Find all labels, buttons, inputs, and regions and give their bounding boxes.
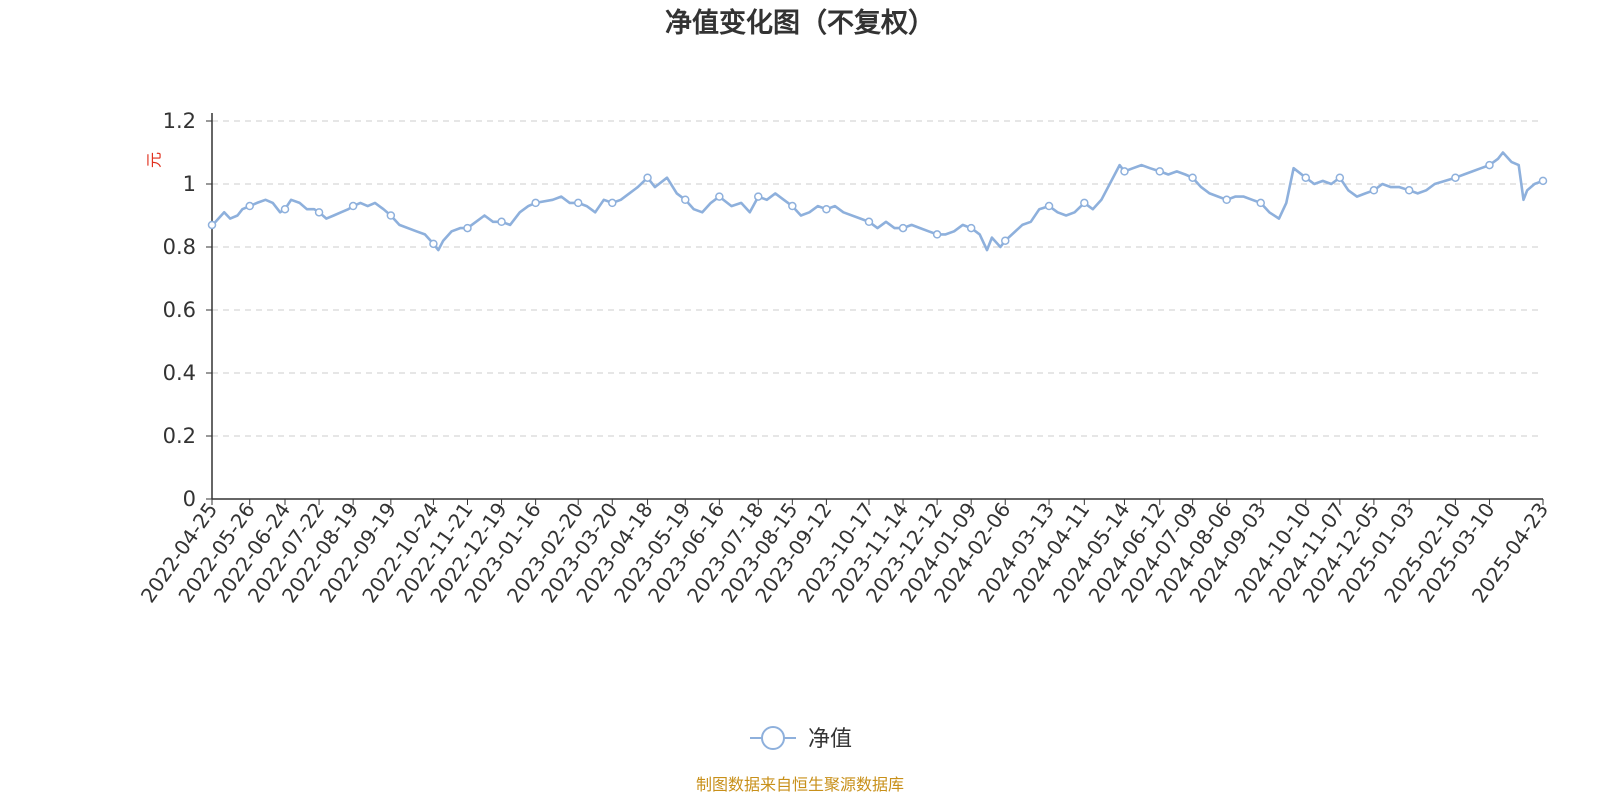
data-point-marker bbox=[966, 223, 976, 233]
data-point-marker bbox=[1222, 195, 1231, 204]
data-point-marker bbox=[1120, 167, 1129, 176]
data-point-marker bbox=[1404, 186, 1414, 195]
data-point-marker bbox=[681, 195, 690, 204]
data-point-marker bbox=[822, 204, 831, 214]
data-point-marker bbox=[314, 208, 324, 217]
legend-marker-symbol bbox=[761, 726, 785, 750]
data-point-marker bbox=[754, 192, 763, 201]
data-point-marker bbox=[864, 217, 874, 227]
data-point-marker bbox=[932, 230, 942, 239]
data-point-marker bbox=[1044, 201, 1054, 211]
data-point-marker bbox=[898, 223, 908, 233]
data-point-marker bbox=[386, 211, 396, 220]
y-tick-label: 0.6 bbox=[163, 298, 196, 322]
y-tick-label: 1 bbox=[183, 172, 196, 196]
data-point-marker bbox=[207, 220, 217, 230]
series-nav bbox=[207, 151, 1548, 252]
data-point-marker bbox=[497, 217, 506, 227]
data-point-marker bbox=[348, 201, 358, 211]
series-line bbox=[211, 151, 1544, 252]
data-source-note: 制图数据来自恒生聚源数据库 bbox=[696, 775, 904, 794]
y-axis-unit: 元 bbox=[145, 152, 164, 168]
legend-label: 净值 bbox=[808, 727, 852, 752]
data-point-marker bbox=[1188, 173, 1197, 182]
data-point-marker bbox=[1155, 167, 1165, 176]
data-point-marker bbox=[715, 192, 724, 201]
y-tick-label: 0.4 bbox=[163, 361, 196, 385]
data-point-marker bbox=[573, 198, 583, 208]
data-point-marker bbox=[1451, 173, 1460, 182]
data-point-marker bbox=[531, 198, 540, 208]
data-point-marker bbox=[463, 223, 472, 233]
data-point-marker bbox=[1080, 198, 1089, 208]
y-tick-label: 0.2 bbox=[163, 424, 196, 448]
chart-title: 净值变化图（不复权） bbox=[665, 7, 935, 39]
data-point-marker bbox=[643, 173, 652, 182]
y-tick-label: 0.8 bbox=[163, 235, 196, 259]
data-point-marker bbox=[608, 198, 617, 208]
data-point-marker bbox=[788, 201, 797, 211]
data-point-marker bbox=[1335, 173, 1345, 182]
y-tick-label: 1.2 bbox=[163, 109, 196, 133]
legend[interactable]: 净值 bbox=[750, 726, 852, 752]
y-tick-label: 0 bbox=[183, 487, 196, 511]
data-point-marker bbox=[1256, 198, 1265, 208]
gridlines bbox=[212, 120, 1543, 437]
data-point-marker bbox=[1301, 173, 1311, 182]
data-point-marker bbox=[429, 239, 438, 249]
data-point-marker bbox=[245, 201, 254, 211]
data-point-marker bbox=[1485, 160, 1494, 170]
data-point-marker bbox=[1000, 236, 1010, 245]
data-point-marker bbox=[280, 204, 290, 214]
data-point-marker bbox=[1369, 186, 1379, 195]
data-point-marker bbox=[1538, 176, 1548, 186]
